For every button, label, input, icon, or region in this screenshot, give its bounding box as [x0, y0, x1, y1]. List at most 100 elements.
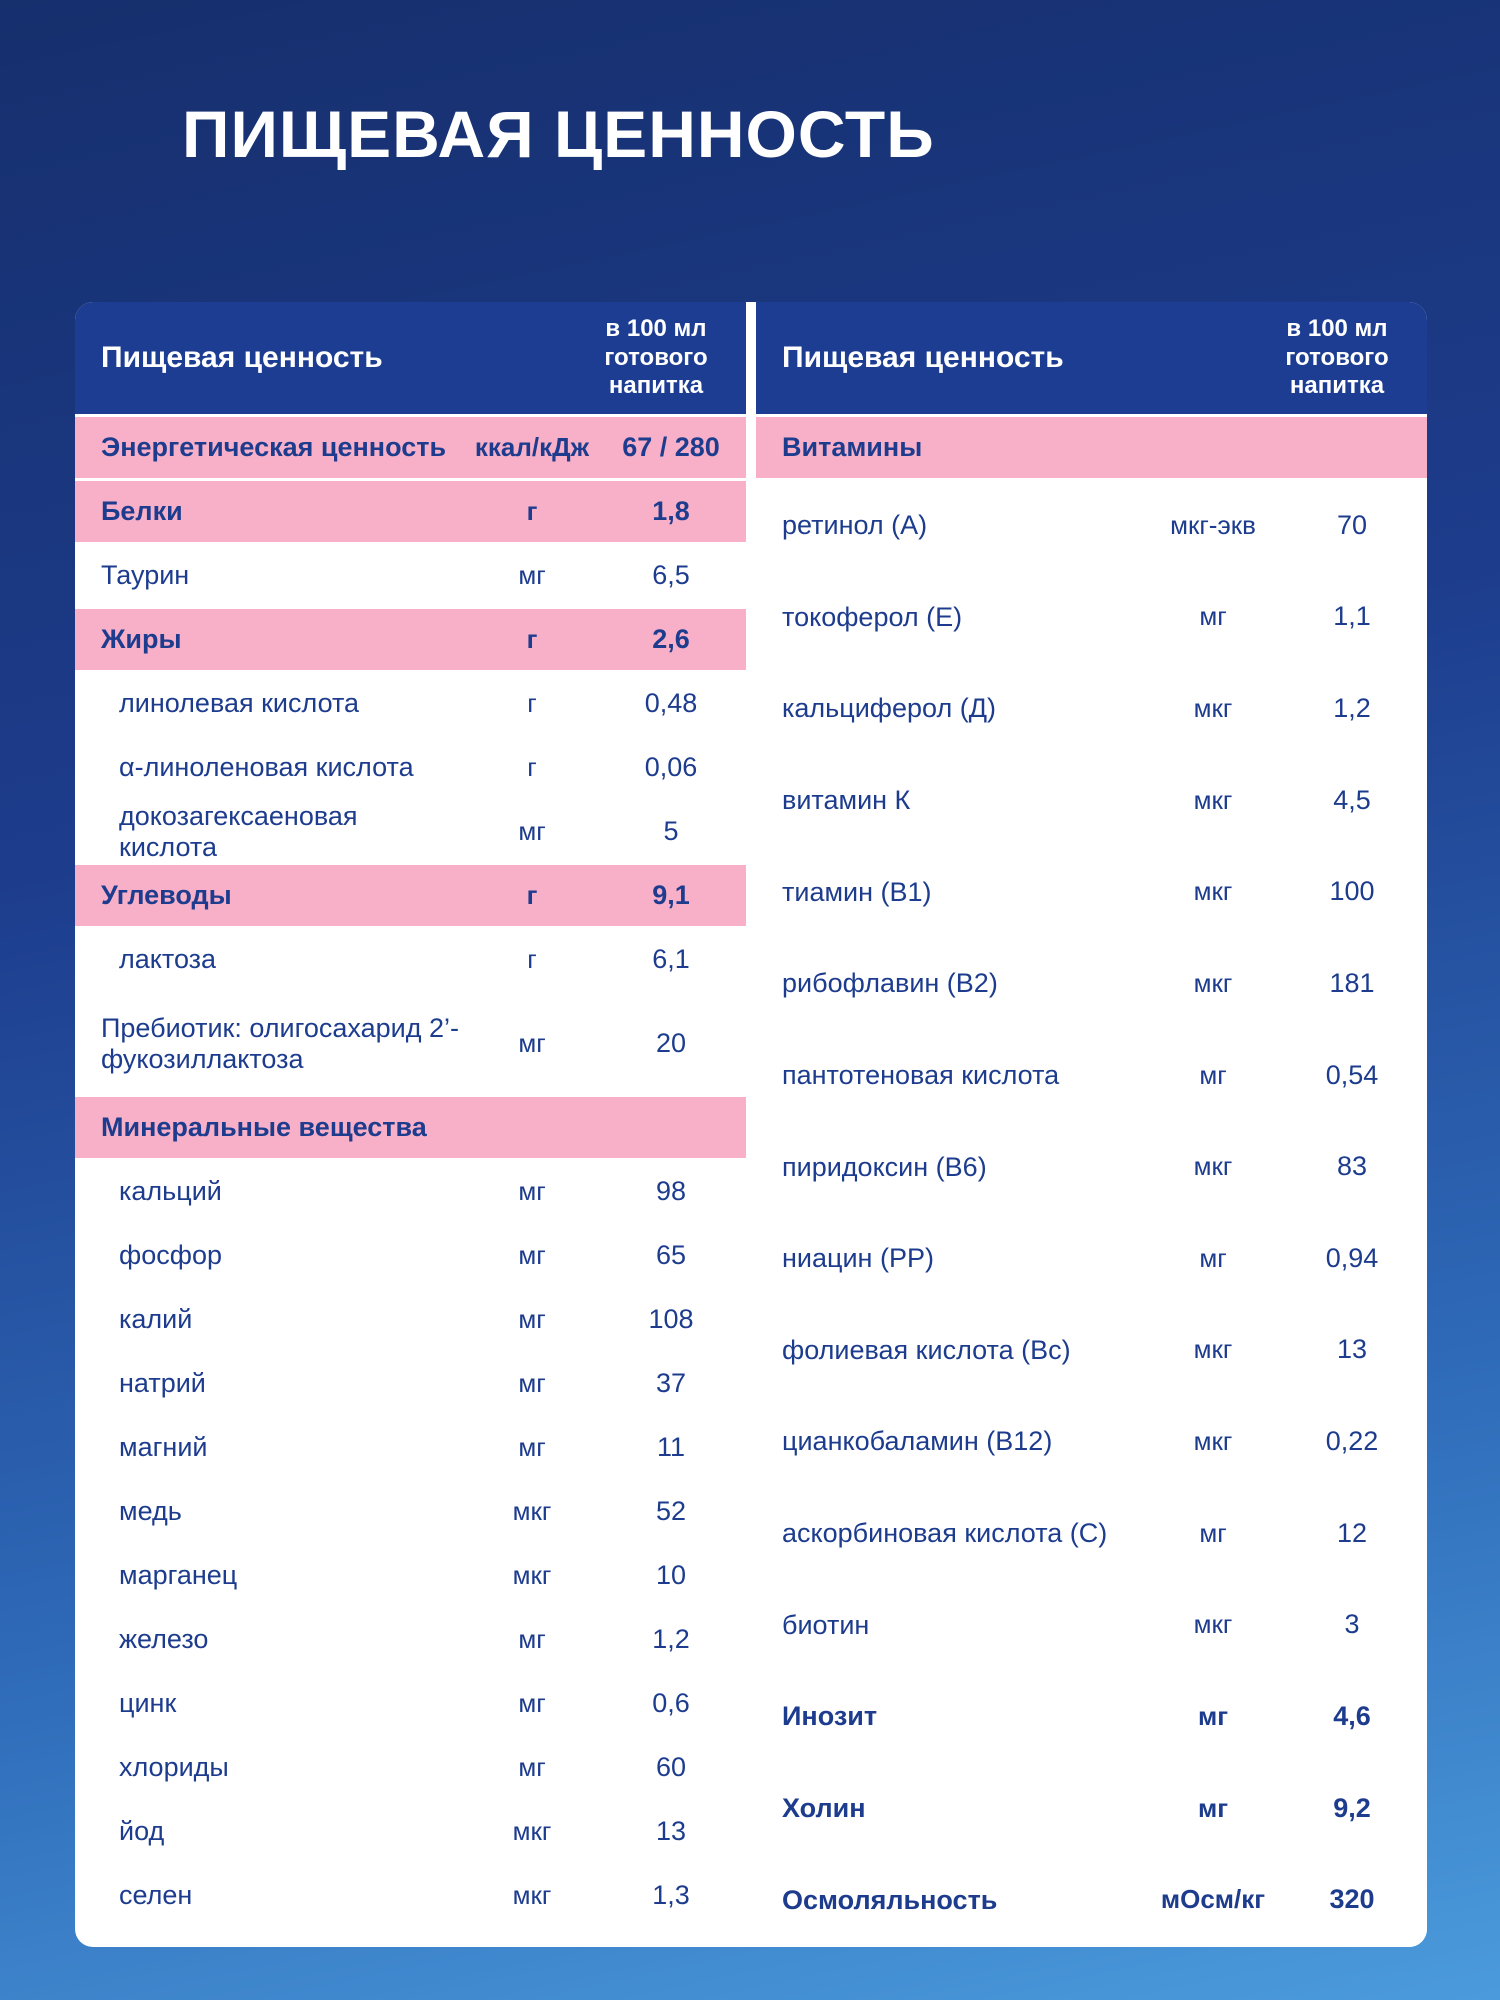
row-value: 11: [656, 1432, 686, 1462]
right-table-rows: Витамины ретинол (А) мкг-экв 70 токоферол (Е…: [756, 417, 1427, 1947]
row-label: Минеральные вещества: [101, 1112, 427, 1143]
row-unit: мг: [518, 1752, 546, 1782]
row-value: 1,2: [652, 1624, 690, 1654]
row-label: ретинол (А): [782, 510, 928, 541]
row-value: 2,6: [652, 624, 690, 654]
row-value: 1,3: [652, 1880, 690, 1910]
row-value: 13: [655, 1816, 687, 1846]
row-value: 5: [663, 816, 679, 846]
table-row: Белки г 1,8: [75, 481, 746, 545]
table-row: цианкобаламин (В12) мкг 0,22: [756, 1397, 1427, 1489]
row-value: 0,06: [644, 752, 698, 782]
row-unit: г: [526, 624, 538, 654]
row-unit: г: [527, 752, 537, 782]
row-label: Жиры: [101, 624, 182, 655]
row-value: 4,6: [1333, 1700, 1371, 1731]
row-label: токоферол (Е): [782, 601, 963, 632]
row-unit: мг: [518, 560, 546, 590]
table-row: цинк мг 0,6: [75, 1673, 746, 1737]
row-unit: мг: [1199, 1059, 1227, 1090]
row-label: калий: [119, 1304, 193, 1335]
row-unit: мкг: [1193, 1426, 1233, 1457]
row-unit: мкг: [1193, 1609, 1233, 1640]
row-value: 6,1: [652, 944, 690, 974]
row-value: 67 / 280: [622, 432, 720, 462]
left-table: Пищевая ценность в 100 мл готового напит…: [75, 302, 746, 1947]
row-label: аскорбиновая кислота (С): [782, 1518, 1108, 1549]
table-row: линолевая кислота г 0,48: [75, 673, 746, 737]
row-unit: мкг: [512, 1816, 552, 1846]
row-value: 0,94: [1325, 1242, 1379, 1273]
nutrition-card: Пищевая ценность в 100 мл готового напит…: [75, 302, 1427, 1947]
table-row: калий мг 108: [75, 1289, 746, 1353]
row-unit: мг: [1197, 1700, 1229, 1731]
left-header-per-serving: в 100 мл готового напитка: [604, 314, 708, 400]
table-row: пантотеновая кислота мг 0,54: [756, 1030, 1427, 1123]
table-row: фолиевая кислота (Вс) мкг 13: [756, 1305, 1427, 1398]
row-value: 0,54: [1325, 1059, 1379, 1090]
row-unit: мг: [518, 1304, 546, 1334]
row-label: линолевая кислота: [119, 688, 360, 719]
row-label: натрий: [119, 1368, 206, 1399]
row-unit: мг: [1199, 601, 1227, 632]
table-row: лактоза г 6,1: [75, 929, 746, 993]
table-row: Осмоляльность мОсм/кг 320: [756, 1855, 1427, 1947]
row-label: фолиевая кислота (Вс): [782, 1334, 1071, 1365]
table-row: натрий мг 37: [75, 1353, 746, 1417]
table-row: пиридоксин (В6) мкг 83: [756, 1122, 1427, 1214]
section-header-row: Минеральные вещества: [75, 1097, 746, 1161]
row-value: 1,8: [652, 496, 690, 526]
table-row: докозагексаеновая кислота мг 5: [75, 801, 746, 865]
table-row: кальциферол (Д) мкг 1,2: [756, 664, 1427, 756]
row-value: 37: [655, 1368, 687, 1398]
table-row: биотин мкг 3: [756, 1580, 1427, 1673]
right-header-per-serving: в 100 мл готового напитка: [1285, 314, 1389, 400]
table-row: Таурин мг 6,5: [75, 545, 746, 609]
row-label: α-линоленовая кислота: [119, 752, 414, 783]
right-table-header: Пищевая ценность в 100 мл готового напит…: [756, 302, 1427, 417]
table-row: магний мг 11: [75, 1417, 746, 1481]
row-label: Таурин: [101, 560, 190, 591]
row-label: цинк: [119, 1688, 177, 1719]
row-value: 65: [655, 1240, 687, 1270]
table-row: медь мкг 52: [75, 1481, 746, 1545]
row-label: медь: [119, 1496, 182, 1527]
row-label: Холин: [782, 1792, 866, 1823]
table-row: Жиры г 2,6: [75, 609, 746, 673]
row-unit: мг: [1199, 1242, 1227, 1273]
row-value: 320: [1329, 1884, 1375, 1915]
table-row: токоферол (Е) мг 1,1: [756, 572, 1427, 665]
table-row: Инозит мг 4,6: [756, 1672, 1427, 1764]
row-label: йод: [119, 1816, 165, 1847]
table-row: Пребиотик: олигосахарид 2’-фукозиллактоз…: [75, 993, 746, 1097]
row-unit: ккал/кДж: [474, 432, 590, 462]
left-header-name: Пищевая ценность: [101, 341, 383, 374]
row-value: 9,2: [1333, 1792, 1371, 1823]
row-value: 52: [655, 1496, 687, 1526]
row-label: лактоза: [119, 944, 217, 975]
table-row: витамин К мкг 4,5: [756, 755, 1427, 848]
row-unit: мг: [518, 1688, 546, 1718]
table-row: кальций мг 98: [75, 1161, 746, 1225]
page-title: ПИЩЕВАЯ ЦЕННОСТЬ: [182, 97, 935, 171]
row-label: марганец: [119, 1560, 238, 1591]
row-unit: мг: [518, 1432, 546, 1462]
table-row: йод мкг 13: [75, 1801, 746, 1865]
row-unit: мкг-экв: [1170, 509, 1256, 540]
row-label: фосфор: [119, 1240, 222, 1271]
row-unit: мкг: [1193, 693, 1233, 724]
table-row: фосфор мг 65: [75, 1225, 746, 1289]
row-label: докозагексаеновая кислота: [119, 801, 358, 862]
row-unit: мг: [518, 1368, 546, 1398]
row-label: Энергетическая ценность: [101, 432, 447, 463]
row-value: 12: [1336, 1517, 1368, 1548]
row-value: 1,2: [1333, 693, 1371, 724]
row-value: 6,5: [652, 560, 690, 590]
row-unit: мг: [518, 1028, 546, 1058]
left-table-rows: Энергетическая ценность ккал/кДж 67 / 280 Б…: [75, 417, 746, 1947]
row-value: 9,1: [652, 880, 690, 910]
row-value: 0,6: [652, 1688, 690, 1718]
row-label: Белки: [101, 496, 183, 527]
row-value: 4,5: [1333, 784, 1371, 815]
row-unit: г: [527, 944, 537, 974]
